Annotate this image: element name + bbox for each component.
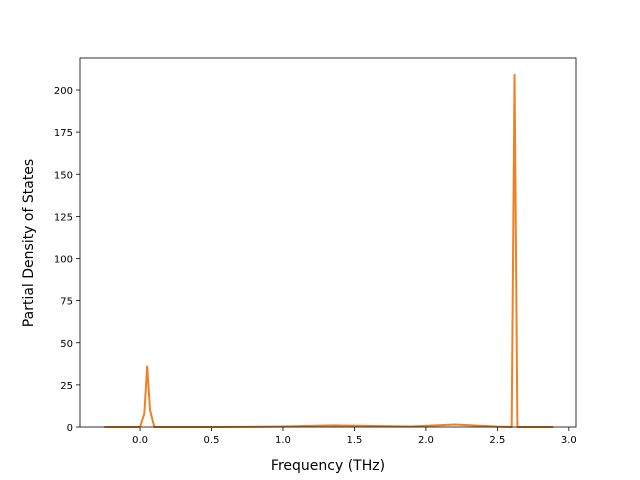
x-tick-label: 1.0 [275, 435, 291, 446]
x-axis-label: Frequency (THz) [271, 458, 385, 474]
x-tick-label: 0.0 [132, 435, 148, 446]
y-tick-label: 0 [67, 423, 73, 434]
x-tick-label: 1.5 [346, 435, 362, 446]
x-tick-label: 2.0 [418, 435, 434, 446]
y-tick-label: 125 [54, 212, 73, 223]
x-tick-label: 3.0 [561, 435, 577, 446]
x-tick-label: 0.5 [204, 435, 220, 446]
y-tick-label: 200 [54, 86, 73, 97]
x-tick-label: 2.5 [489, 435, 505, 446]
y-axis-label: Partial Density of States [21, 159, 37, 327]
y-tick-label: 175 [54, 128, 73, 139]
y-tick-label: 150 [54, 170, 73, 181]
plot-frame [79, 57, 577, 428]
y-tick-label: 25 [60, 381, 73, 392]
line [104, 73, 554, 428]
y-tick-label: 100 [54, 255, 73, 266]
y-tick-label: 50 [60, 339, 73, 350]
y-tick-label: 75 [60, 297, 73, 308]
